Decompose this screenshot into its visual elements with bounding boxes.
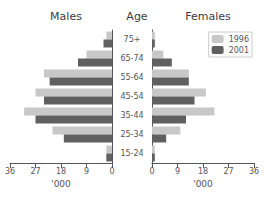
svg-text:9: 9 (84, 167, 89, 176)
svg-text:36: 36 (5, 167, 15, 176)
svg-text:36: 36 (249, 167, 259, 176)
svg-text:'000: '000 (193, 179, 213, 189)
svg-text:15-24: 15-24 (120, 149, 143, 158)
svg-text:25-34: 25-34 (120, 130, 143, 139)
svg-text:Age: Age (126, 10, 148, 23)
svg-text:'000: '000 (51, 179, 71, 189)
svg-text:55-64: 55-64 (120, 73, 143, 82)
svg-text:75+: 75+ (124, 35, 141, 44)
svg-text:35-44: 35-44 (120, 111, 143, 120)
svg-text:9: 9 (175, 167, 180, 176)
svg-text:65-74: 65-74 (120, 54, 143, 63)
svg-text:27: 27 (223, 167, 233, 176)
svg-text:0: 0 (109, 167, 114, 176)
svg-text:18: 18 (56, 167, 66, 176)
svg-text:Males: Males (50, 10, 82, 23)
svg-text:Females: Females (185, 10, 231, 23)
svg-text:0: 0 (149, 167, 154, 176)
svg-text:27: 27 (30, 167, 40, 176)
svg-text:2001: 2001 (229, 46, 249, 55)
svg-text:45-54: 45-54 (120, 92, 143, 101)
svg-text:18: 18 (198, 167, 208, 176)
svg-text:1996: 1996 (229, 35, 249, 44)
